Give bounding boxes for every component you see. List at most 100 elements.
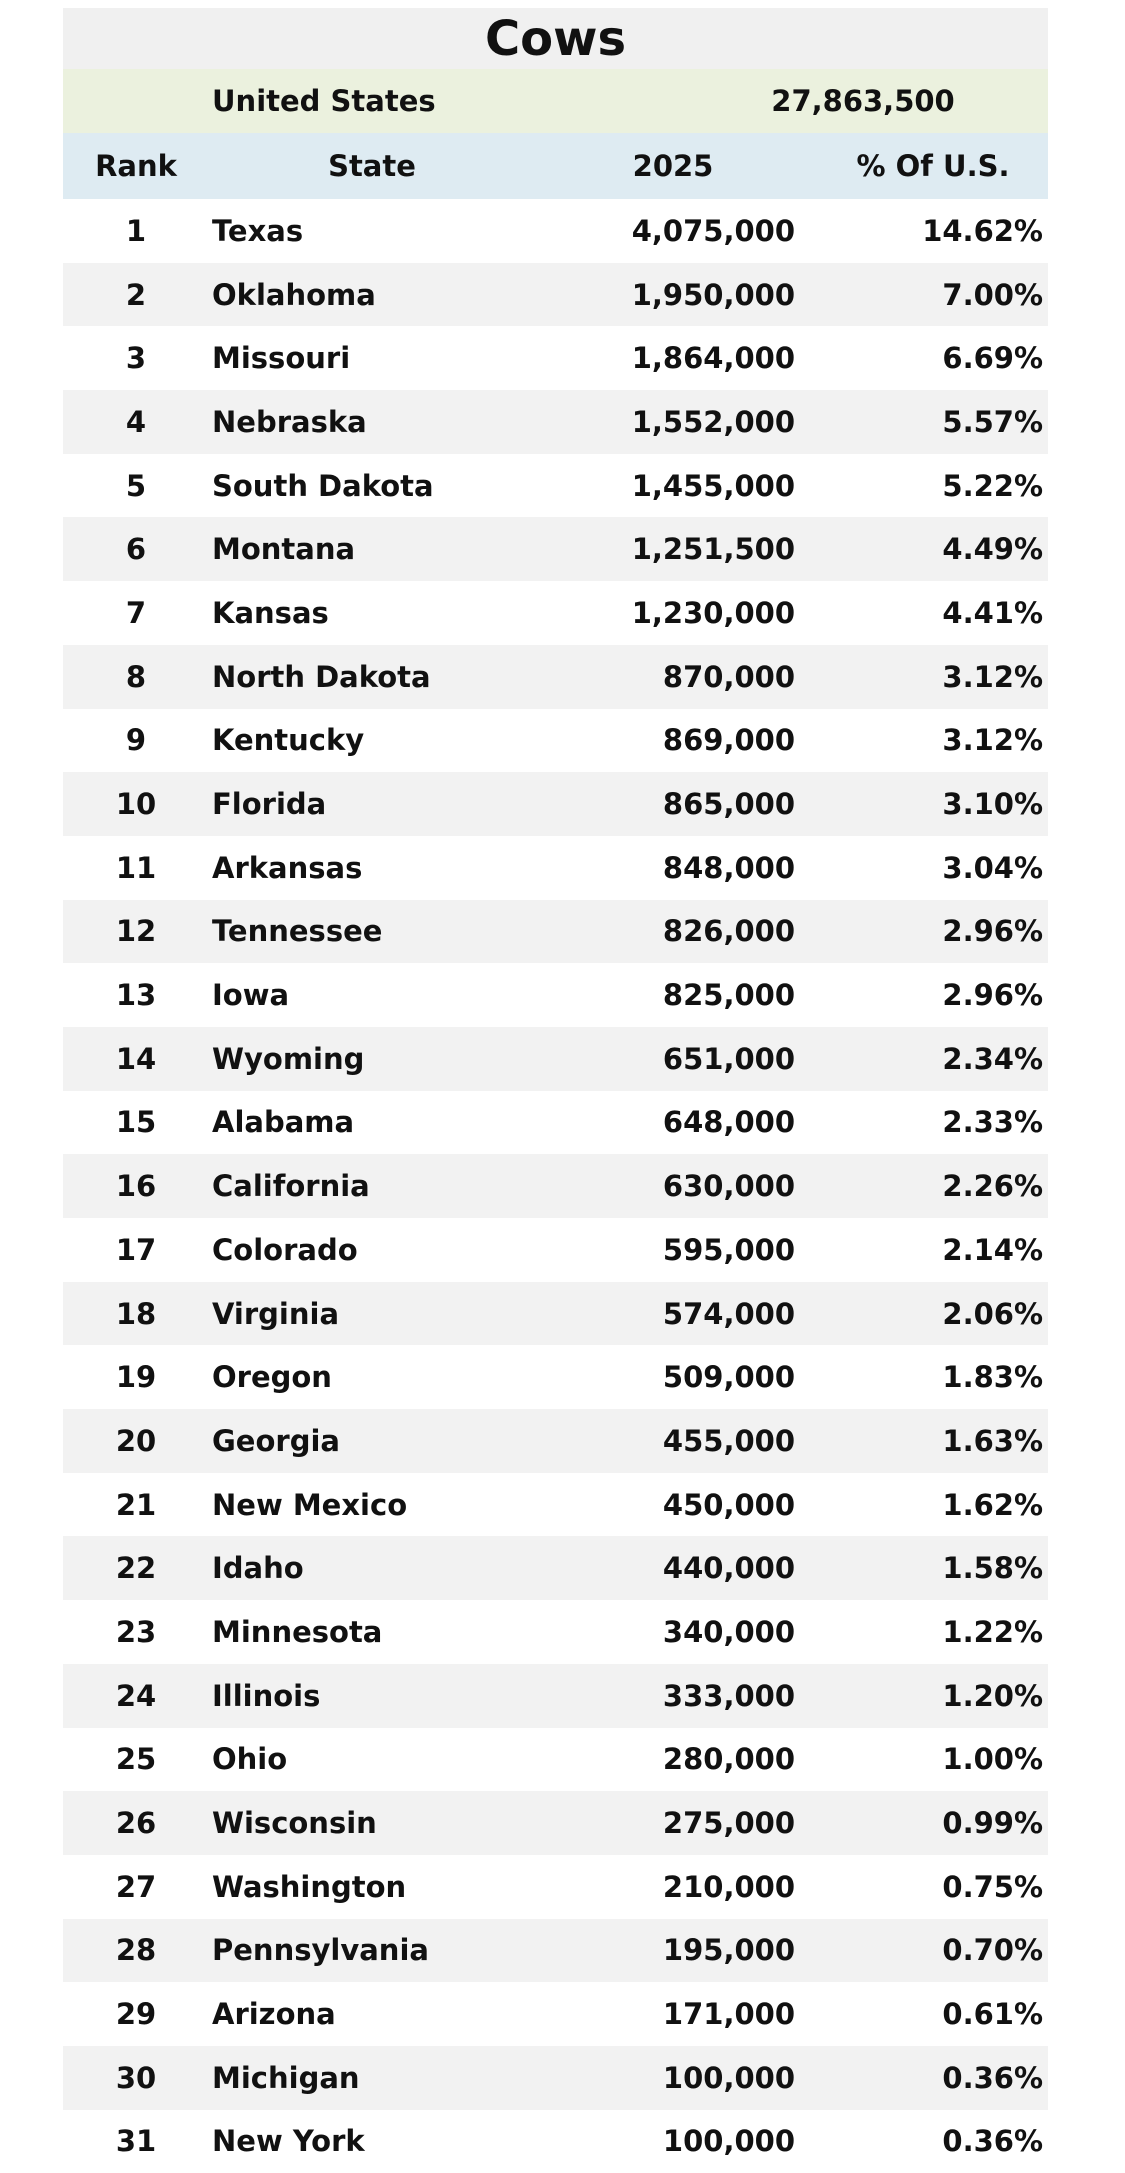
percent-cell: 3.04% (942, 850, 1043, 885)
rank-cell: 9 (125, 723, 147, 758)
value-cell: 1,455,000 (631, 468, 795, 503)
header-rank: Rank (95, 149, 177, 183)
value-cell: 595,000 (662, 1232, 795, 1267)
table-row: 4 Nebraska 1,552,000 5.57% (63, 390, 1048, 454)
rank-cell: 24 (115, 1678, 157, 1713)
state-cell: Arizona (212, 1997, 336, 2032)
rank-cell: 30 (115, 2060, 157, 2095)
value-cell: 826,000 (662, 914, 795, 949)
percent-cell: 2.34% (942, 1041, 1043, 1076)
value-cell: 1,864,000 (631, 341, 795, 376)
state-cell: Wyoming (212, 1041, 365, 1076)
us-total-row: United States 27,863,500 (63, 69, 1048, 133)
value-cell: 275,000 (662, 1806, 795, 1841)
state-cell: Kentucky (212, 723, 365, 758)
state-cell: South Dakota (212, 468, 434, 503)
percent-cell: 0.75% (942, 1869, 1043, 1904)
rank-cell: 28 (115, 1933, 157, 1968)
value-cell: 4,075,000 (631, 213, 795, 248)
table-row: 8 North Dakota 870,000 3.12% (63, 644, 1048, 709)
header-percent: % Of U.S. (856, 149, 1010, 183)
rank-cell: 16 (115, 1169, 157, 1204)
table-row: 28 Pennsylvania 195,000 0.70% (63, 1918, 1048, 1983)
table-row: 10 Florida 865,000 3.10% (63, 772, 1048, 836)
table-row: 23 Minnesota 340,000 1.22% (63, 1600, 1048, 1664)
table-row: 19 Oregon 509,000 1.83% (63, 1345, 1048, 1410)
percent-cell: 2.26% (942, 1169, 1043, 1204)
state-cell: Texas (212, 213, 304, 248)
value-cell: 1,251,500 (631, 532, 795, 567)
rank-cell: 3 (125, 341, 147, 376)
state-cell: Wisconsin (212, 1806, 377, 1841)
rank-cell: 20 (115, 1423, 157, 1458)
value-cell: 870,000 (662, 659, 795, 694)
percent-cell: 2.96% (942, 914, 1043, 949)
table-row: 21 New Mexico 450,000 1.62% (63, 1472, 1048, 1537)
state-cell: Tennessee (212, 914, 383, 949)
us-total-label: United States (212, 84, 436, 118)
table-row: 3 Missouri 1,864,000 6.69% (63, 326, 1048, 391)
percent-cell: 1.22% (942, 1614, 1043, 1649)
table-row: 11 Arkansas 848,000 3.04% (63, 835, 1048, 900)
state-cell: Iowa (212, 978, 290, 1013)
percent-cell: 1.63% (942, 1423, 1043, 1458)
table-body: 1 Texas 4,075,000 14.62% 2 Oklahoma 1,950,000 7… (63, 199, 1048, 2173)
table-row: 26 Wisconsin 275,000 0.99% (63, 1791, 1048, 1855)
table-row: 17 Colorado 595,000 2.14% (63, 1218, 1048, 1282)
rank-cell: 4 (125, 404, 147, 439)
state-cell: North Dakota (212, 659, 431, 694)
table-row: 24 Illinois 333,000 1.20% (63, 1663, 1048, 1728)
rank-cell: 8 (125, 659, 147, 694)
table-row: 12 Tennessee 826,000 2.96% (63, 899, 1048, 964)
percent-cell: 2.14% (942, 1232, 1043, 1267)
state-cell: Georgia (212, 1423, 340, 1458)
cows-table: Cows United States 27,863,500 Rank State… (63, 8, 1048, 2173)
percent-cell: 3.12% (942, 723, 1043, 758)
rank-cell: 19 (115, 1360, 157, 1395)
state-cell: New York (212, 2124, 365, 2159)
percent-cell: 4.49% (942, 532, 1043, 567)
percent-cell: 5.22% (942, 468, 1043, 503)
table-row: 25 Ohio 280,000 1.00% (63, 1727, 1048, 1792)
rank-cell: 18 (115, 1296, 157, 1331)
rank-cell: 1 (125, 213, 147, 248)
percent-cell: 1.62% (942, 1487, 1043, 1522)
state-cell: Michigan (212, 2060, 360, 2095)
state-cell: Missouri (212, 341, 351, 376)
state-cell: Arkansas (212, 850, 363, 885)
rank-cell: 2 (125, 277, 147, 312)
rank-cell: 7 (125, 595, 147, 630)
state-cell: Idaho (212, 1551, 304, 1586)
value-cell: 195,000 (662, 1933, 795, 1968)
rank-cell: 26 (115, 1806, 157, 1841)
table-row: 20 Georgia 455,000 1.63% (63, 1409, 1048, 1473)
table-row: 30 Michigan 100,000 0.36% (63, 2045, 1048, 2110)
percent-cell: 0.36% (942, 2124, 1043, 2159)
rank-cell: 10 (115, 787, 157, 822)
value-cell: 280,000 (662, 1742, 795, 1777)
value-cell: 1,552,000 (631, 404, 795, 439)
value-cell: 210,000 (662, 1869, 795, 1904)
state-cell: Florida (212, 787, 327, 822)
table-row: 1 Texas 4,075,000 14.62% (63, 199, 1048, 263)
percent-cell: 1.00% (942, 1742, 1043, 1777)
state-cell: New Mexico (212, 1487, 408, 1522)
rank-cell: 22 (115, 1551, 157, 1586)
value-cell: 340,000 (662, 1614, 795, 1649)
value-cell: 574,000 (662, 1296, 795, 1331)
percent-cell: 3.10% (942, 787, 1043, 822)
state-cell: Washington (212, 1869, 407, 1904)
state-cell: Oregon (212, 1360, 332, 1395)
rank-cell: 27 (115, 1869, 157, 1904)
value-cell: 869,000 (662, 723, 795, 758)
percent-cell: 5.57% (942, 404, 1043, 439)
table-row: 7 Kansas 1,230,000 4.41% (63, 581, 1048, 645)
rank-cell: 29 (115, 1997, 157, 2032)
percent-cell: 0.99% (942, 1806, 1043, 1841)
table-row: 2 Oklahoma 1,950,000 7.00% (63, 262, 1048, 327)
rank-cell: 31 (115, 2124, 157, 2159)
rank-cell: 12 (115, 914, 157, 949)
rank-cell: 13 (115, 978, 157, 1013)
rank-cell: 14 (115, 1041, 157, 1076)
rank-cell: 5 (125, 468, 147, 503)
